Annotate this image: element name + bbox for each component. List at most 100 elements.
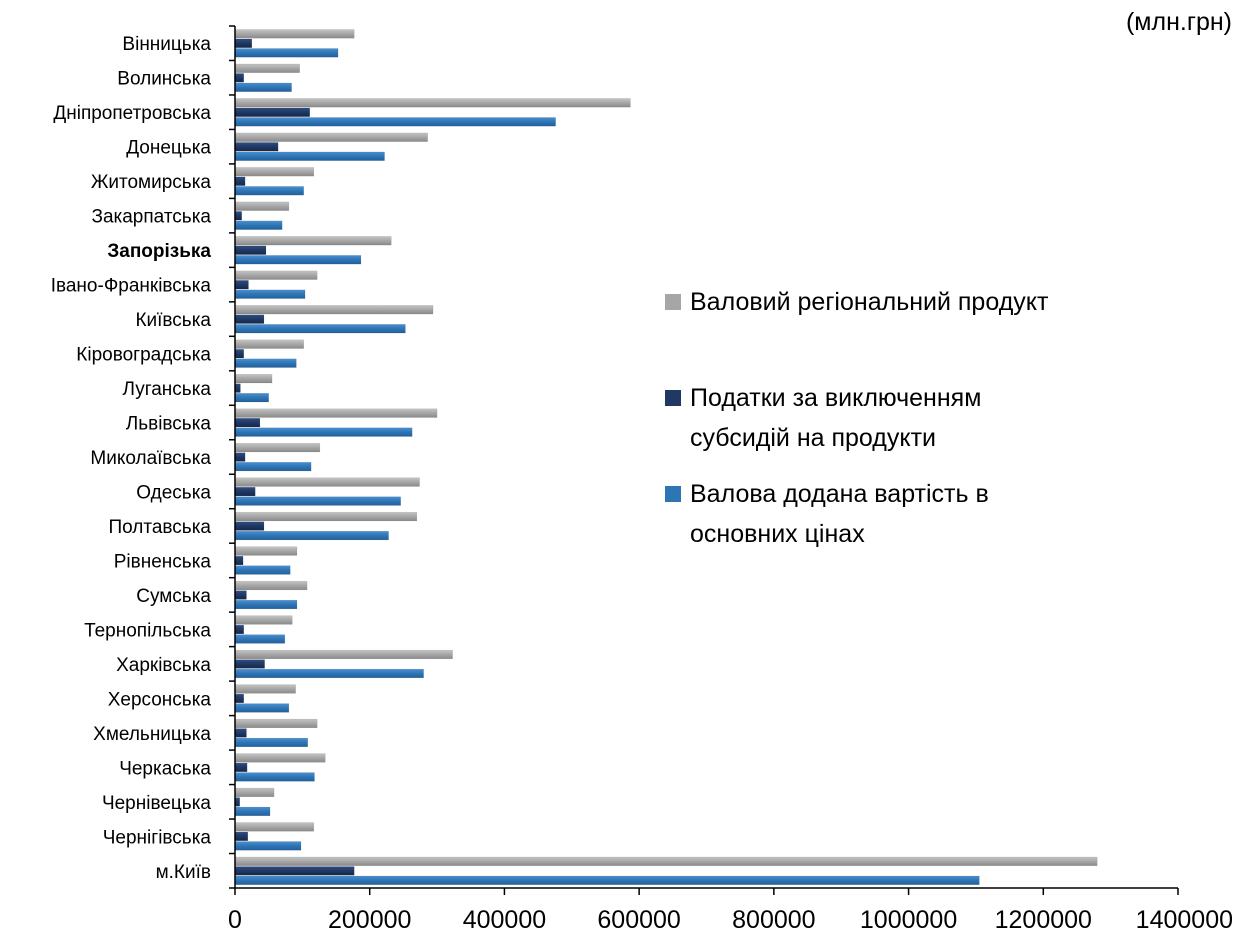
- category-label-11: Львівська: [126, 414, 212, 435]
- bar-gva-17: [234, 634, 286, 644]
- unit-label: (млн.грн): [1126, 8, 1232, 36]
- bar-taxes-3: [234, 142, 279, 152]
- category-label-1: Волинська: [117, 69, 211, 90]
- bar-gva-7: [234, 289, 306, 299]
- x-tick-label-5: 1000000: [860, 906, 957, 934]
- bar-gdp-12: [234, 443, 321, 453]
- bar-gva-9: [234, 358, 297, 368]
- bar-taxes-5: [234, 211, 242, 221]
- bar-taxes-20: [234, 728, 247, 738]
- legend-label-gva-line2: основних цінах: [690, 520, 865, 548]
- bar-gva-5: [234, 220, 283, 230]
- legend-swatch-taxes: [665, 390, 681, 406]
- category-label-23: Чернігівська: [103, 827, 212, 848]
- bar-gdp-23: [234, 822, 315, 832]
- bar-gva-24: [234, 875, 980, 885]
- bar-gdp-2: [234, 98, 631, 108]
- bar-gdp-17: [234, 615, 293, 625]
- bar-taxes-15: [234, 555, 244, 566]
- bar-gdp-21: [234, 753, 326, 763]
- category-label-2: Дніпропетровська: [53, 103, 211, 124]
- bar-gva-3: [234, 151, 385, 161]
- bar-gdp-3: [234, 132, 428, 142]
- bar-taxes-8: [234, 314, 265, 324]
- bar-gva-1: [234, 82, 292, 92]
- legend-label-taxes-line2: субсидій на продукти: [690, 424, 936, 452]
- legend-swatch-gdp: [665, 294, 681, 310]
- bar-taxes-14: [234, 521, 265, 531]
- bar-taxes-1: [234, 73, 245, 83]
- bar-gva-18: [234, 668, 424, 679]
- bar-gva-6: [234, 255, 362, 265]
- bar-taxes-9: [234, 349, 245, 359]
- legend: Валовий регіональний продукт Податки за …: [665, 288, 1049, 548]
- bar-taxes-24: [234, 866, 355, 876]
- category-label-12: Миколаївська: [90, 448, 211, 469]
- bar-gdp-4: [234, 167, 315, 177]
- bar-taxes-16: [234, 590, 247, 600]
- y-axis-ticks: [229, 25, 235, 889]
- bar-gdp-20: [234, 718, 318, 729]
- category-label-24: м.Київ: [156, 862, 211, 883]
- category-labels: Вінницька Волинська Дніпропетровська Донець…: [51, 34, 212, 883]
- bar-taxes-18: [234, 659, 265, 669]
- bar-gdp-1: [234, 63, 300, 73]
- bar-taxes-21: [234, 762, 248, 773]
- category-label-7: Івано-Франківська: [51, 276, 212, 297]
- bar-gva-16: [234, 599, 298, 610]
- bar-gva-4: [234, 186, 304, 196]
- x-tick-label-3: 600000: [597, 906, 680, 934]
- bar-gdp-19: [234, 684, 296, 694]
- x-tick-label-0: 0: [228, 906, 242, 934]
- category-label-5: Закарпатська: [91, 207, 211, 228]
- bar-gdp-18: [234, 649, 453, 660]
- bar-gdp-16: [234, 580, 308, 591]
- bar-taxes-6: [234, 245, 267, 255]
- x-tick-label-7: 1400000: [1136, 906, 1233, 934]
- category-label-13: Одеська: [136, 482, 211, 503]
- category-label-0: Вінницька: [122, 34, 211, 55]
- category-label-17: Тернопільська: [84, 620, 211, 641]
- bars-group: [234, 29, 1098, 885]
- bar-gdp-8: [234, 305, 434, 315]
- bar-taxes-13: [234, 486, 256, 497]
- bar-gva-15: [234, 565, 291, 575]
- bar-gdp-13: [234, 477, 420, 487]
- category-label-6: Запорізька: [107, 241, 211, 262]
- legend-swatch-gva: [665, 486, 681, 502]
- category-label-3: Донецька: [126, 138, 211, 159]
- bar-gdp-5: [234, 201, 290, 211]
- category-label-4: Житомирська: [91, 172, 212, 193]
- bar-gdp-22: [234, 787, 275, 798]
- category-label-18: Харківська: [116, 655, 211, 676]
- bar-gva-8: [234, 324, 406, 334]
- bar-gdp-9: [234, 339, 304, 349]
- legend-label-gdp: Валовий регіональний продукт: [690, 288, 1049, 316]
- bar-taxes-23: [234, 831, 249, 841]
- x-tick-label-1: 200000: [328, 906, 411, 934]
- bar-gva-0: [234, 48, 339, 58]
- x-tick-label-4: 800000: [732, 906, 815, 934]
- x-tick-label-6: 1200000: [995, 906, 1092, 934]
- category-label-9: Кіровоградська: [76, 345, 211, 366]
- bar-taxes-19: [234, 693, 245, 704]
- bar-taxes-0: [234, 38, 253, 48]
- x-axis-ticks: 0 200000 400000 600000 800000 1000000 1200000 1…: [228, 888, 1233, 934]
- category-label-20: Хмельницька: [93, 724, 211, 745]
- bar-gva-21: [234, 772, 315, 782]
- bar-gdp-15: [234, 546, 298, 556]
- bar-taxes-4: [234, 176, 246, 186]
- bar-taxes-12: [234, 452, 246, 462]
- bar-gdp-24: [234, 856, 1098, 866]
- category-label-21: Черкаська: [119, 758, 211, 779]
- bar-gva-22: [234, 806, 271, 817]
- category-label-14: Полтавська: [108, 517, 211, 538]
- bar-gdp-0: [234, 29, 355, 39]
- legend-label-taxes-line1: Податки за виключенням: [690, 384, 981, 412]
- bar-gva-2: [234, 117, 556, 127]
- bar-taxes-7: [234, 280, 249, 290]
- bar-gdp-11: [234, 408, 438, 418]
- bar-gva-14: [234, 530, 389, 541]
- bar-gdp-6: [234, 236, 392, 246]
